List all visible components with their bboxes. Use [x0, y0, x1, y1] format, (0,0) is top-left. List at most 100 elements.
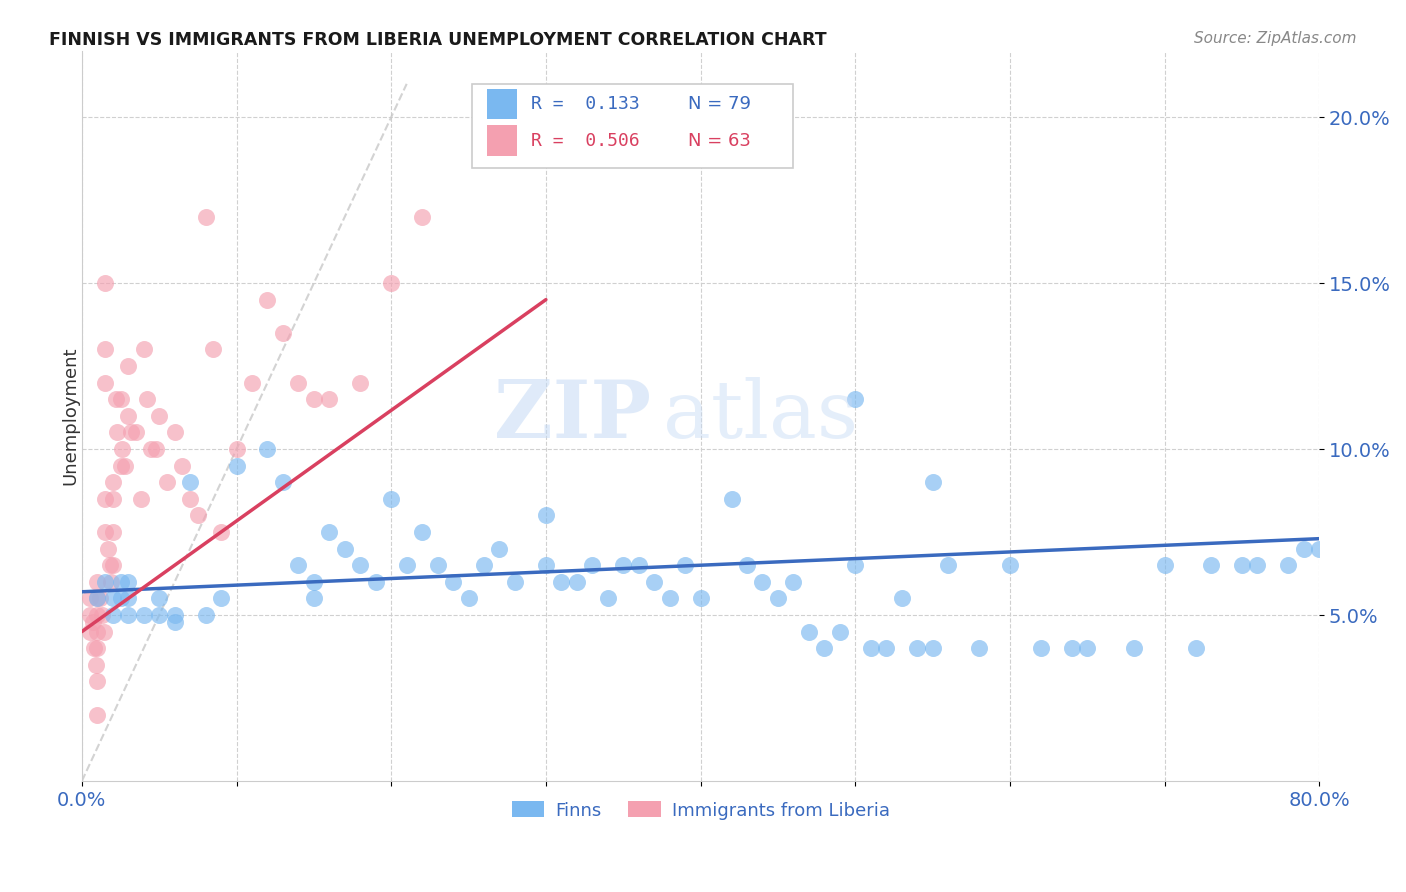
- Point: [110, 591, 132, 606]
- Point: [156, 475, 179, 490]
- Point: [287, 376, 309, 390]
- Point: [643, 574, 665, 589]
- Point: [967, 641, 990, 656]
- Point: [101, 524, 124, 539]
- Point: [318, 524, 340, 539]
- Point: [457, 591, 479, 606]
- Point: [859, 641, 882, 656]
- Point: [79, 607, 101, 622]
- Point: [550, 574, 572, 589]
- Point: [1199, 558, 1222, 573]
- Point: [98, 558, 121, 573]
- Point: [271, 475, 294, 490]
- Point: [163, 607, 186, 622]
- Point: [921, 641, 943, 656]
- Point: [172, 458, 194, 473]
- Point: [209, 591, 232, 606]
- Point: [240, 376, 263, 390]
- Point: [333, 541, 356, 556]
- Point: [101, 475, 124, 490]
- Point: [1246, 558, 1268, 573]
- Point: [120, 425, 142, 440]
- Point: [735, 558, 758, 573]
- Point: [411, 524, 433, 539]
- Point: [104, 392, 127, 407]
- Point: [302, 574, 325, 589]
- Point: [101, 491, 124, 506]
- Point: [1184, 641, 1206, 656]
- Point: [1230, 558, 1253, 573]
- Point: [148, 409, 170, 423]
- Text: ZIP: ZIP: [494, 376, 651, 455]
- Point: [91, 607, 114, 622]
- Point: [94, 491, 117, 506]
- Point: [1277, 558, 1299, 573]
- Point: [936, 558, 959, 573]
- Text: FINNISH VS IMMIGRANTS FROM LIBERIA UNEMPLOYMENT CORRELATION CHART: FINNISH VS IMMIGRANTS FROM LIBERIA UNEMP…: [49, 31, 827, 49]
- Point: [689, 591, 711, 606]
- Point: [101, 607, 124, 622]
- Point: [97, 541, 120, 556]
- Point: [117, 359, 139, 373]
- Point: [82, 615, 104, 629]
- Point: [596, 591, 619, 606]
- Point: [472, 558, 495, 573]
- Point: [86, 707, 108, 722]
- Point: [94, 574, 117, 589]
- Point: [117, 591, 139, 606]
- Point: [426, 558, 449, 573]
- Point: [209, 524, 232, 539]
- Point: [194, 607, 217, 622]
- Legend: Finns, Immigrants from Liberia: Finns, Immigrants from Liberia: [505, 794, 897, 827]
- Point: [844, 392, 866, 407]
- Point: [132, 343, 155, 357]
- Y-axis label: Unemployment: Unemployment: [62, 347, 80, 485]
- Point: [117, 574, 139, 589]
- Text: N = 79: N = 79: [688, 95, 751, 113]
- Point: [349, 376, 371, 390]
- Point: [187, 508, 209, 523]
- Point: [148, 591, 170, 606]
- Point: [84, 657, 107, 672]
- Point: [86, 574, 108, 589]
- Point: [673, 558, 696, 573]
- Point: [1029, 641, 1052, 656]
- Point: [79, 624, 101, 639]
- Point: [194, 210, 217, 224]
- Point: [94, 376, 117, 390]
- Point: [145, 442, 167, 456]
- Point: [380, 491, 402, 506]
- Point: [1308, 541, 1330, 556]
- Text: R =  0.506: R = 0.506: [531, 131, 640, 150]
- Point: [1060, 641, 1083, 656]
- Point: [86, 591, 108, 606]
- Point: [163, 425, 186, 440]
- Point: [658, 591, 681, 606]
- Point: [83, 641, 105, 656]
- Point: [94, 524, 117, 539]
- Point: [441, 574, 464, 589]
- Point: [782, 574, 804, 589]
- Point: [225, 442, 247, 456]
- FancyBboxPatch shape: [486, 125, 517, 156]
- Point: [875, 641, 897, 656]
- Point: [751, 574, 773, 589]
- Point: [271, 326, 294, 340]
- Point: [163, 615, 186, 629]
- Point: [411, 210, 433, 224]
- Point: [1122, 641, 1144, 656]
- Point: [797, 624, 820, 639]
- Point: [135, 392, 157, 407]
- Point: [534, 508, 557, 523]
- Point: [890, 591, 912, 606]
- Point: [89, 591, 111, 606]
- Point: [114, 458, 136, 473]
- Point: [132, 607, 155, 622]
- Point: [488, 541, 510, 556]
- Text: N = 63: N = 63: [688, 131, 751, 150]
- Point: [179, 475, 201, 490]
- Point: [202, 343, 225, 357]
- Text: atlas: atlas: [664, 376, 859, 455]
- Point: [125, 425, 148, 440]
- Point: [612, 558, 634, 573]
